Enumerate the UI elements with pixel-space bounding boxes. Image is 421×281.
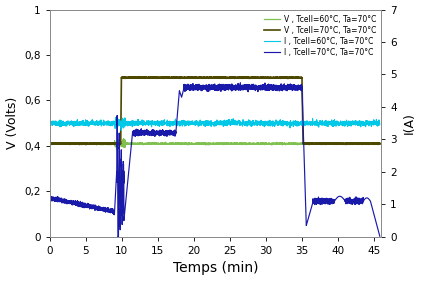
I , Tcell=60°C, Ta=70°C	[85, 119, 90, 122]
I , Tcell=60°C, Ta=70°C	[104, 122, 109, 125]
I , Tcell=60°C, Ta=70°C	[377, 123, 382, 126]
I , Tcell=70°C, Ta=70°C	[242, 85, 248, 89]
V , Tcell=60°C, Ta=70°C	[336, 142, 341, 145]
V , Tcell=70°C, Ta=70°C	[377, 142, 382, 145]
I , Tcell=70°C, Ta=70°C	[116, 254, 121, 258]
I , Tcell=70°C, Ta=70°C	[167, 132, 172, 135]
I , Tcell=60°C, Ta=70°C	[371, 121, 376, 124]
I , Tcell=60°C, Ta=70°C	[336, 123, 341, 126]
V , Tcell=60°C, Ta=70°C	[47, 141, 52, 144]
V , Tcell=70°C, Ta=70°C	[47, 142, 52, 145]
V , Tcell=60°C, Ta=70°C	[174, 142, 179, 145]
I , Tcell=60°C, Ta=70°C	[47, 120, 52, 123]
V , Tcell=70°C, Ta=70°C	[83, 143, 88, 146]
V , Tcell=70°C, Ta=70°C	[195, 76, 200, 79]
V , Tcell=60°C, Ta=70°C	[114, 148, 119, 151]
V , Tcell=60°C, Ta=70°C	[104, 142, 109, 146]
I , Tcell=60°C, Ta=70°C	[114, 115, 119, 118]
Line: I , Tcell=70°C, Ta=70°C: I , Tcell=70°C, Ta=70°C	[50, 83, 380, 256]
I , Tcell=70°C, Ta=70°C	[309, 203, 314, 207]
V , Tcell=60°C, Ta=70°C	[377, 142, 382, 145]
V , Tcell=60°C, Ta=70°C	[371, 141, 376, 145]
I , Tcell=60°C, Ta=70°C	[174, 119, 179, 123]
V , Tcell=70°C, Ta=70°C	[375, 142, 380, 145]
V , Tcell=70°C, Ta=70°C	[277, 75, 282, 79]
I , Tcell=60°C, Ta=70°C	[119, 129, 124, 132]
V , Tcell=70°C, Ta=70°C	[125, 76, 131, 79]
V , Tcell=60°C, Ta=70°C	[85, 142, 90, 146]
X-axis label: Temps (min): Temps (min)	[173, 261, 258, 275]
Line: V , Tcell=60°C, Ta=70°C: V , Tcell=60°C, Ta=70°C	[50, 139, 380, 149]
V , Tcell=60°C, Ta=70°C	[188, 142, 193, 145]
I , Tcell=70°C, Ta=70°C	[377, 235, 382, 238]
Y-axis label: V (Volts): V (Volts)	[5, 97, 19, 149]
Line: V , Tcell=70°C, Ta=70°C: V , Tcell=70°C, Ta=70°C	[50, 77, 380, 144]
V , Tcell=60°C, Ta=70°C	[121, 137, 126, 140]
I , Tcell=70°C, Ta=70°C	[64, 200, 69, 203]
I , Tcell=70°C, Ta=70°C	[292, 85, 297, 89]
V , Tcell=70°C, Ta=70°C	[172, 76, 177, 79]
V , Tcell=70°C, Ta=70°C	[127, 76, 132, 79]
V , Tcell=70°C, Ta=70°C	[124, 76, 129, 79]
Line: I , Tcell=60°C, Ta=70°C: I , Tcell=60°C, Ta=70°C	[50, 117, 380, 130]
I , Tcell=60°C, Ta=70°C	[188, 122, 193, 126]
Legend: V , Tcell=60°C, Ta=70°C, V , Tcell=70°C, Ta=70°C, I , Tcell=60°C, Ta=70°C, I , T: V , Tcell=60°C, Ta=70°C, V , Tcell=70°C,…	[262, 13, 377, 58]
I , Tcell=70°C, Ta=70°C	[257, 87, 262, 90]
I , Tcell=70°C, Ta=70°C	[238, 81, 243, 85]
Y-axis label: I(A): I(A)	[402, 112, 416, 134]
I , Tcell=70°C, Ta=70°C	[47, 197, 52, 200]
